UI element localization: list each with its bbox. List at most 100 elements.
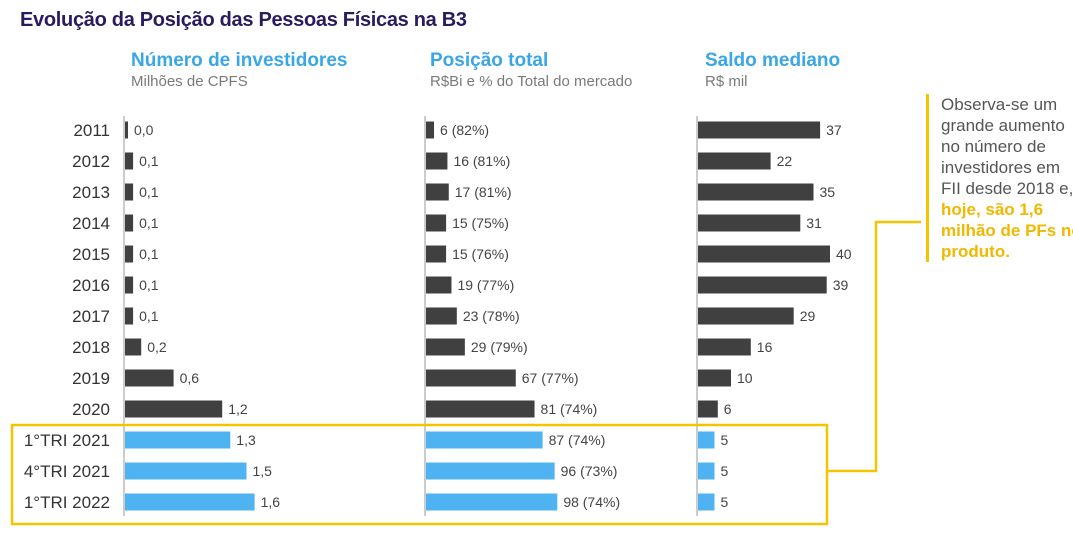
bar	[426, 338, 465, 356]
data-label: 35	[820, 184, 836, 200]
data-label: 16	[757, 339, 773, 355]
bar	[125, 214, 134, 232]
bar	[698, 214, 801, 232]
bar	[125, 245, 134, 263]
data-label: 0,1	[139, 215, 159, 231]
data-label: 5	[721, 463, 729, 479]
bar	[125, 369, 174, 387]
data-label: 23 (78%)	[463, 308, 520, 324]
data-label: 40	[836, 246, 852, 262]
bar	[125, 338, 142, 356]
data-label: 16 (81%)	[453, 153, 510, 169]
bar	[698, 462, 715, 480]
category-label: 4°TRI 2021	[24, 462, 110, 481]
category-label: 2016	[72, 276, 110, 295]
bar	[125, 431, 231, 449]
data-label: 1,5	[253, 463, 273, 479]
data-label: 0,2	[147, 339, 167, 355]
bar	[698, 276, 827, 294]
data-label: 10	[737, 370, 753, 386]
data-label: 98 (74%)	[563, 494, 620, 510]
bar	[426, 462, 555, 480]
highlight-box	[10, 423, 829, 526]
category-label: 2012	[72, 152, 110, 171]
bar	[125, 307, 134, 325]
category-label: 2014	[72, 214, 110, 233]
bar	[426, 307, 457, 325]
category-label: 2019	[72, 369, 110, 388]
bar	[698, 121, 821, 139]
category-label: 2018	[72, 338, 110, 357]
bar	[698, 183, 814, 201]
bar	[426, 245, 447, 263]
chart-title: Evolução da Posição das Pessoas Físicas …	[20, 9, 467, 31]
bar	[426, 400, 535, 418]
bar	[698, 369, 731, 387]
category-label: 2013	[72, 183, 110, 202]
panel-investors-subtitle: Milhões de CPFS	[131, 73, 248, 90]
annotation-note: Observa-se um grande aumento no número d…	[926, 94, 1073, 262]
panel-position-title: Posição total	[430, 50, 549, 71]
category-label: 2011	[73, 121, 110, 140]
bar	[426, 431, 543, 449]
bar	[698, 431, 715, 449]
bars-group: 2011 2012 2013 2014 2015 2016 2017 2018 2019 2020…	[24, 121, 852, 512]
bar	[698, 493, 715, 511]
data-label: 29	[800, 308, 816, 324]
bar	[125, 276, 134, 294]
data-label: 0,1	[139, 184, 159, 200]
category-label: 1°TRI 2022	[24, 493, 110, 512]
bar	[698, 400, 718, 418]
data-label: 87 (74%)	[549, 432, 606, 448]
panel-median-title: Saldo mediano	[705, 50, 841, 71]
category-label: 2020	[72, 400, 110, 419]
annotation-highlight: hoje, são 1,6 milhão de PFs no produto.	[941, 200, 1073, 261]
data-label: 19 (77%)	[457, 277, 514, 293]
bar	[698, 152, 771, 170]
data-label: 1,2	[228, 401, 248, 417]
axis-lines	[123, 116, 698, 516]
bar	[426, 214, 447, 232]
category-label: 1°TRI 2021	[24, 431, 110, 450]
panel-position-subtitle: R$Bi e % do Total do mercado	[430, 73, 633, 90]
panel-investors-title: Número de investidores	[131, 50, 348, 71]
data-label: 96 (73%)	[561, 463, 618, 479]
bar	[125, 121, 128, 139]
data-label: 1,6	[261, 494, 281, 510]
annotation-text: Observa-se um grande aumento no número d…	[941, 95, 1073, 198]
bar	[125, 462, 247, 480]
connector-line	[827, 220, 921, 473]
data-label: 0,6	[180, 370, 200, 386]
data-label: 31	[806, 215, 822, 231]
data-label: 37	[826, 122, 842, 138]
data-label: 15 (75%)	[452, 215, 509, 231]
data-label: 0,1	[139, 277, 159, 293]
data-label: 15 (76%)	[452, 246, 509, 262]
data-label: 0,1	[139, 153, 159, 169]
bar	[426, 493, 558, 511]
data-label: 67 (77%)	[522, 370, 579, 386]
annotation-group	[10, 220, 921, 526]
bar	[426, 152, 448, 170]
data-label: 0,1	[139, 308, 159, 324]
bar	[698, 338, 751, 356]
bar	[426, 369, 516, 387]
bar	[426, 276, 452, 294]
bar	[698, 307, 794, 325]
data-label: 39	[833, 277, 849, 293]
panel-median-subtitle: R$ mil	[705, 73, 748, 90]
bar	[125, 493, 255, 511]
bar	[125, 400, 223, 418]
data-label: 1,3	[236, 432, 256, 448]
category-label: 2015	[72, 245, 110, 264]
data-label: 17 (81%)	[455, 184, 512, 200]
data-label: 29 (79%)	[471, 339, 528, 355]
data-label: 0,1	[139, 246, 159, 262]
data-label: 6 (82%)	[440, 122, 489, 138]
data-label: 22	[777, 153, 793, 169]
bar	[426, 183, 449, 201]
bar	[125, 183, 134, 201]
bar	[125, 152, 134, 170]
category-label: 2017	[72, 307, 110, 326]
